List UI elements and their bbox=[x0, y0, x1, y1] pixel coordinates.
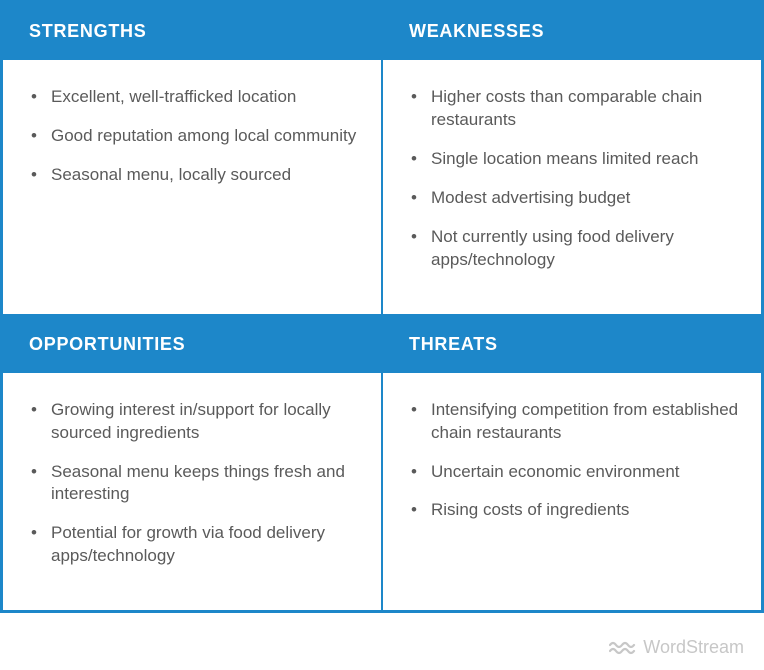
quadrant-body: Intensifying competition from establishe… bbox=[383, 373, 761, 611]
quadrant-title: Strengths bbox=[29, 21, 147, 41]
list-item: Not currently using food delivery apps/t… bbox=[405, 226, 739, 272]
quadrant-weaknesses: Weaknesses Higher costs than comparable … bbox=[382, 2, 762, 315]
item-list: Higher costs than comparable chain resta… bbox=[405, 86, 739, 272]
quadrant-strengths: Strengths Excellent, well-trafficked loc… bbox=[2, 2, 382, 315]
item-list: Growing interest in/support for locally … bbox=[25, 399, 359, 569]
quadrant-header: Threats bbox=[383, 316, 761, 373]
quadrant-title: Weaknesses bbox=[409, 21, 544, 41]
list-item: Single location means limited reach bbox=[405, 148, 739, 171]
item-list: Excellent, well-trafficked location Good… bbox=[25, 86, 359, 187]
list-item: Seasonal menu keeps things fresh and int… bbox=[25, 461, 359, 507]
quadrant-header: Opportunities bbox=[3, 316, 381, 373]
swot-grid: Strengths Excellent, well-trafficked loc… bbox=[0, 0, 764, 613]
quadrant-body: Excellent, well-trafficked location Good… bbox=[3, 60, 381, 314]
quadrant-body: Growing interest in/support for locally … bbox=[3, 373, 381, 611]
footer-brand: WordStream bbox=[609, 637, 744, 658]
quadrant-body: Higher costs than comparable chain resta… bbox=[383, 60, 761, 314]
list-item: Potential for growth via food delivery a… bbox=[25, 522, 359, 568]
list-item: Seasonal menu, locally sourced bbox=[25, 164, 359, 187]
quadrant-header: Strengths bbox=[3, 3, 381, 60]
item-list: Intensifying competition from establishe… bbox=[405, 399, 739, 523]
list-item: Good reputation among local community bbox=[25, 125, 359, 148]
wave-icon bbox=[609, 640, 637, 656]
footer-brand-text: WordStream bbox=[643, 637, 744, 658]
list-item: Uncertain economic environment bbox=[405, 461, 739, 484]
quadrant-opportunities: Opportunities Growing interest in/suppor… bbox=[2, 315, 382, 612]
list-item: Growing interest in/support for locally … bbox=[25, 399, 359, 445]
quadrant-header: Weaknesses bbox=[383, 3, 761, 60]
quadrant-title: Threats bbox=[409, 334, 498, 354]
list-item: Higher costs than comparable chain resta… bbox=[405, 86, 739, 132]
list-item: Rising costs of ingredients bbox=[405, 499, 739, 522]
list-item: Excellent, well-trafficked location bbox=[25, 86, 359, 109]
quadrant-threats: Threats Intensifying competition from es… bbox=[382, 315, 762, 612]
list-item: Modest advertising budget bbox=[405, 187, 739, 210]
quadrant-title: Opportunities bbox=[29, 334, 185, 354]
list-item: Intensifying competition from establishe… bbox=[405, 399, 739, 445]
